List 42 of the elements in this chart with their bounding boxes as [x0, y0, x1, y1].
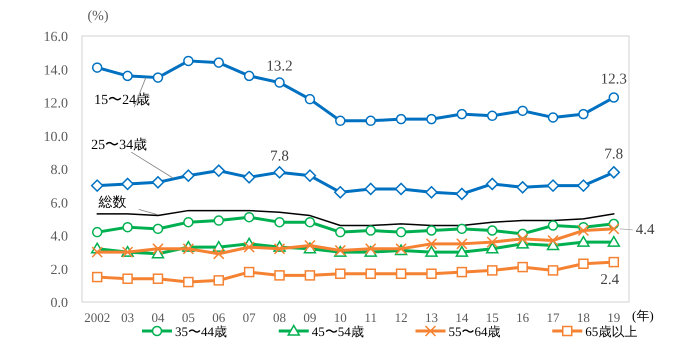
- x-tick-label: 18: [576, 310, 590, 325]
- x-tick-label: 03: [121, 310, 134, 325]
- y-tick-label: 14.0: [44, 63, 68, 78]
- y-tick-label: 2.0: [50, 262, 68, 278]
- y-tick-label: 10.0: [44, 130, 68, 145]
- y-tick-label: 4.0: [50, 230, 68, 244]
- legend-label: 45〜54歳: [312, 324, 364, 339]
- x-tick-label: 09: [303, 310, 316, 325]
- y-tick-label: 8.0: [50, 163, 68, 178]
- legend-label: 55〜64歳: [448, 324, 500, 339]
- x-tick-label: 2002: [84, 310, 110, 325]
- x-tick-label: 06: [212, 310, 226, 325]
- x-tick-label: 15: [486, 310, 499, 325]
- y-tick-label: 6.0: [50, 196, 68, 212]
- x-tick-label: 10: [334, 310, 347, 325]
- x-tick-label: 04: [151, 310, 165, 325]
- x-tick-label: 14: [455, 310, 469, 325]
- annotation: 13.2: [266, 58, 293, 75]
- y-tick-label: 0.0: [50, 296, 68, 311]
- x-tick-label: 19: [607, 310, 620, 325]
- y-axis-title: (%): [88, 9, 109, 24]
- y-tick-label: 16.0: [44, 30, 68, 45]
- x-tick-label: 08: [273, 310, 286, 325]
- annotation: 12.3: [600, 72, 627, 88]
- x-tick-label: 17: [546, 310, 560, 325]
- x-tick-label: 05: [182, 310, 195, 325]
- x-tick-label: 13: [424, 310, 438, 325]
- x-tick-label: 11: [364, 310, 377, 325]
- y-tick-label: 12.0: [44, 96, 68, 112]
- x-tick-label: 16: [516, 310, 530, 325]
- annotation: 7.8: [270, 148, 289, 164]
- annotation: 7.8: [604, 146, 624, 162]
- series-label: 15〜24歳: [94, 92, 150, 108]
- annotation: 2.4: [600, 272, 620, 288]
- legend-label: 65歳以上: [585, 324, 638, 339]
- annotation: 4.4: [636, 222, 656, 238]
- x-tick-label: 07: [242, 310, 256, 325]
- legend-label: 35〜44歳: [175, 324, 227, 339]
- x-axis-title: (年): [632, 308, 654, 323]
- series-label: 総数: [98, 194, 127, 210]
- series-label: 25〜34歳: [91, 137, 148, 154]
- x-tick-label: 12: [394, 310, 408, 325]
